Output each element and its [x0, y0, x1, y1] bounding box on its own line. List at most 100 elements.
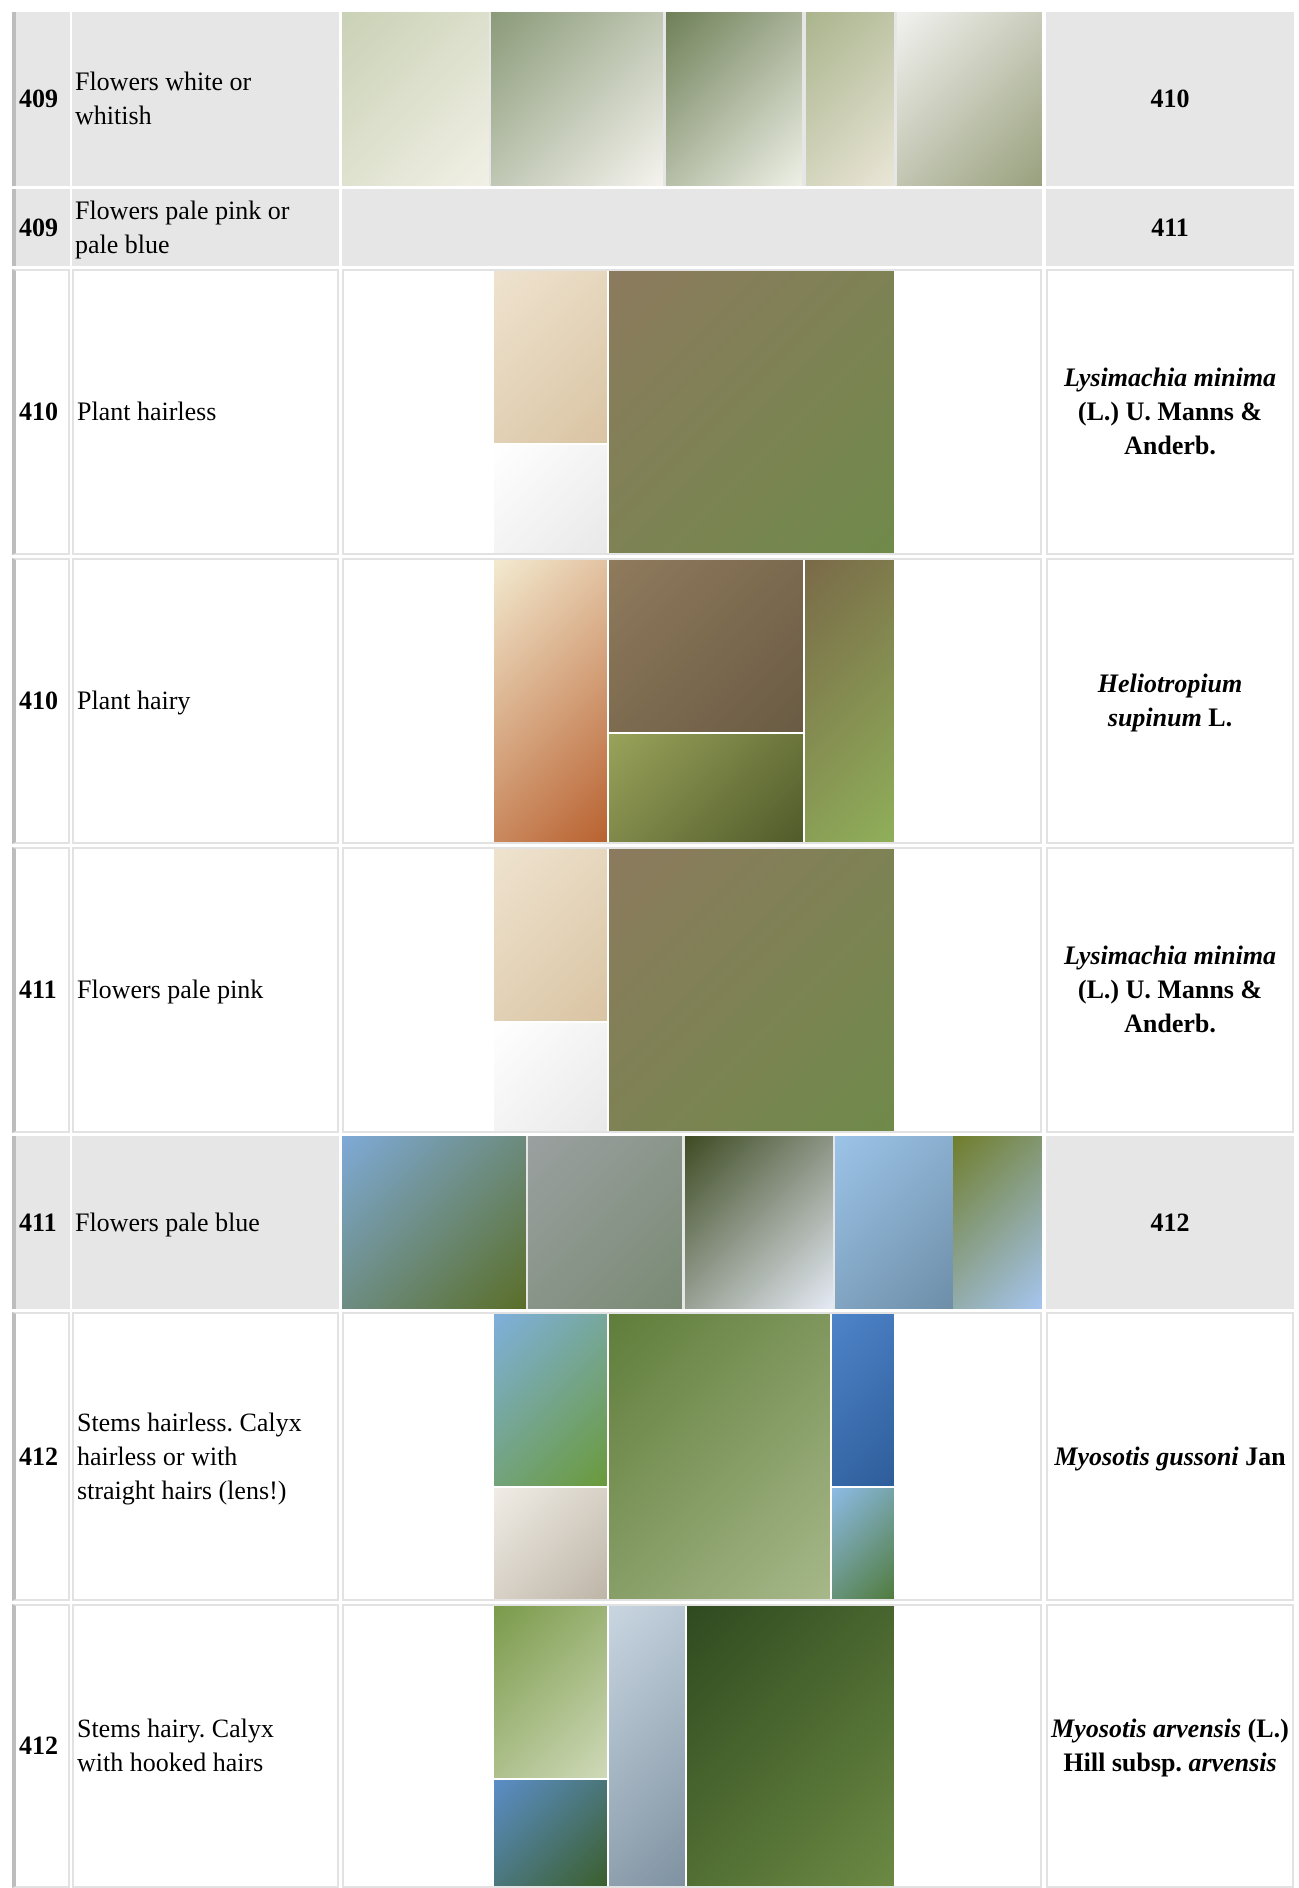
- photos: [342, 1604, 1042, 1888]
- photo: [494, 849, 607, 1021]
- photo: [666, 12, 802, 186]
- photo: [897, 12, 1042, 186]
- photo: [953, 1136, 1042, 1309]
- photo: [494, 1023, 607, 1131]
- result-text: 411: [1046, 211, 1294, 245]
- photo: [609, 1606, 685, 1886]
- description: Flowers pale pink or pale blue: [72, 189, 339, 266]
- result-part: (L.) U. Manns & Anderb.: [1077, 397, 1263, 460]
- result-text: Lysimachia minima (L.) U. Manns & Anderb…: [1048, 939, 1292, 1041]
- description: Stems hairless. Calyx hairless or with s…: [72, 1312, 339, 1601]
- result-text: 412: [1046, 1206, 1294, 1240]
- key-row: 410 Plant hairy Heliotropium supinum L.: [12, 558, 1294, 844]
- description-text: Stems hairless. Calyx hairless or with s…: [77, 1407, 302, 1505]
- result-part: 410: [1150, 84, 1190, 113]
- photo: [491, 12, 663, 186]
- couplet-number: 412: [12, 1312, 70, 1601]
- photo: [805, 560, 894, 842]
- couplet-number: 410: [12, 558, 70, 844]
- result: Heliotropium supinum L.: [1046, 558, 1294, 844]
- photos: [342, 189, 1042, 266]
- description-text: Plant hairless: [77, 397, 217, 426]
- description: Flowers pale pink: [72, 847, 339, 1133]
- photos: [342, 558, 1042, 844]
- result-part: 411: [1151, 212, 1189, 242]
- result-text: 410: [1046, 82, 1294, 116]
- photos: [342, 1312, 1042, 1601]
- photo: [609, 1314, 830, 1599]
- photo: [494, 1606, 607, 1778]
- result: 411: [1046, 189, 1294, 266]
- result: 412: [1046, 1136, 1294, 1309]
- photo: [685, 1136, 833, 1309]
- couplet-number: 409: [12, 12, 70, 186]
- result-part: (L.) U. Manns & Anderb.: [1077, 975, 1263, 1038]
- description: Stems hairy. Calyx with hooked hairs: [72, 1604, 339, 1888]
- result-text: Heliotropium supinum L.: [1048, 667, 1292, 735]
- couplet-number: 412: [12, 1604, 70, 1888]
- couplet-number: 411: [12, 847, 70, 1133]
- couplet-number: 409: [12, 189, 70, 266]
- key-row: 409 Flowers white or whitish 410: [12, 12, 1294, 186]
- result: Myosotis gussoni Jan: [1046, 1312, 1294, 1601]
- key-row: 412 Stems hairy. Calyx with hooked hairs M…: [12, 1604, 1294, 1888]
- photo: [494, 560, 607, 842]
- result-part: Myosotis gussoni: [1054, 1441, 1239, 1471]
- photo: [806, 12, 894, 186]
- key-row: 409 Flowers pale pink or pale blue 411: [12, 189, 1294, 266]
- result: Lysimachia minima (L.) U. Manns & Anderb…: [1046, 269, 1294, 555]
- description: Plant hairless: [72, 269, 339, 555]
- result-part: Lysimachia minima: [1063, 363, 1277, 392]
- photo: [609, 734, 803, 842]
- photos: [342, 12, 1042, 186]
- photo: [609, 849, 894, 1131]
- key-row: 411 Flowers pale pink Lysimachia minima (L…: [12, 847, 1294, 1133]
- photo: [494, 1780, 607, 1886]
- photo: [494, 271, 607, 443]
- key-row: 412 Stems hairless. Calyx hairless or wit…: [12, 1312, 1294, 1601]
- couplet-number: 411: [12, 1136, 70, 1309]
- description-text: Flowers pale pink: [77, 975, 264, 1004]
- description-text: Stems hairy. Calyx with hooked hairs: [77, 1714, 274, 1777]
- result-part: (L.) Hill subsp.: [1063, 1714, 1289, 1777]
- photo: [342, 12, 489, 186]
- photo: [687, 1606, 894, 1886]
- photo: [832, 1488, 894, 1599]
- description-text: Flowers pale blue: [75, 1207, 260, 1237]
- photo: [494, 445, 607, 553]
- result-part: Heliotropium supinum: [1097, 669, 1243, 732]
- key-row: 410 Plant hairless Lysimachia minima (L.) …: [12, 269, 1294, 555]
- result-part: L.: [1208, 703, 1233, 732]
- photo: [835, 1136, 953, 1309]
- photos: [342, 269, 1042, 555]
- photos: [342, 847, 1042, 1133]
- result-text: Lysimachia minima (L.) U. Manns & Anderb…: [1048, 361, 1292, 463]
- result-part: arvensis: [1188, 1748, 1277, 1777]
- result-part: Myosotis arvensis: [1051, 1714, 1242, 1743]
- description-text: Plant hairy: [77, 686, 191, 715]
- description-text: Flowers white or whitish: [75, 67, 252, 130]
- result-part: 412: [1150, 1207, 1190, 1237]
- description-text: Flowers pale pink or pale blue: [75, 195, 290, 259]
- photo: [832, 1314, 894, 1486]
- photo: [494, 1488, 607, 1599]
- couplet-number: 410: [12, 269, 70, 555]
- photo: [342, 1136, 526, 1309]
- result-text: Myosotis gussoni Jan: [1048, 1440, 1292, 1474]
- description: Flowers pale blue: [72, 1136, 339, 1309]
- photo: [528, 1136, 682, 1309]
- result: 410: [1046, 12, 1294, 186]
- photos: [342, 1136, 1042, 1309]
- photo: [609, 271, 894, 553]
- description: Plant hairy: [72, 558, 339, 844]
- result: Myosotis arvensis (L.) Hill subsp. arven…: [1046, 1604, 1294, 1888]
- description: Flowers white or whitish: [72, 12, 339, 186]
- result-text: Myosotis arvensis (L.) Hill subsp. arven…: [1048, 1712, 1292, 1780]
- result-part: Lysimachia minima: [1063, 941, 1277, 970]
- photo: [609, 560, 803, 732]
- result: Lysimachia minima (L.) U. Manns & Anderb…: [1046, 847, 1294, 1133]
- result-part: Jan: [1245, 1441, 1286, 1471]
- key-row: 411 Flowers pale blue 412: [12, 1136, 1294, 1309]
- photo: [494, 1314, 607, 1486]
